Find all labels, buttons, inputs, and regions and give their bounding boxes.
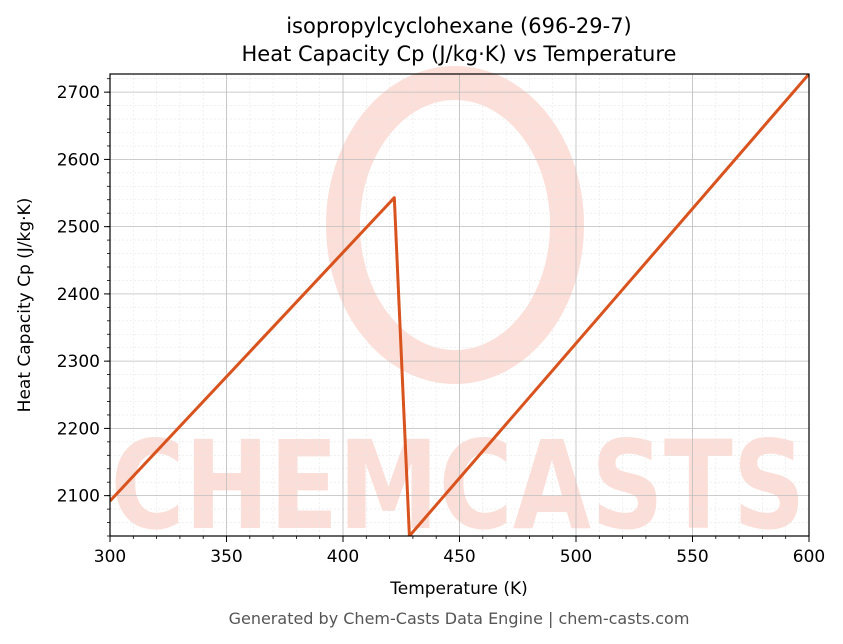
chemcasts-watermark: CHEMCASTS <box>111 66 806 557</box>
x-tick-label: 550 <box>676 547 708 567</box>
watermark-swirl <box>326 66 584 384</box>
x-tick-label: 450 <box>443 547 475 567</box>
series-line <box>110 74 809 536</box>
major-grid <box>110 74 809 536</box>
y-tick-label: 2600 <box>57 150 100 170</box>
y-axis-label: Heat Capacity Cp (J/kg·K) <box>15 198 35 413</box>
y-tick-label: 2300 <box>57 352 100 372</box>
y-tick-label: 2400 <box>57 285 100 305</box>
y-axis: 2100 2200 2300 2400 2500 2600 2700 <box>57 78 110 537</box>
x-tick-label: 600 <box>793 547 825 567</box>
x-tick-label: 400 <box>327 547 359 567</box>
x-tick-label: 300 <box>94 547 126 567</box>
chart-title-line2: Heat Capacity Cp (J/kg·K) vs Temperature <box>242 42 677 66</box>
y-tick-label: 2500 <box>57 218 100 238</box>
y-tick-label: 2700 <box>57 83 100 103</box>
x-tick-label: 500 <box>560 547 592 567</box>
footer-credit: Generated by Chem-Casts Data Engine | ch… <box>229 609 690 628</box>
chart-title-line1: isopropylcyclohexane (696-29-7) <box>286 14 632 38</box>
x-axis: 300 350 400 450 500 550 600 <box>94 536 825 567</box>
x-axis-label: Temperature (K) <box>389 579 528 599</box>
y-tick-label: 2100 <box>57 487 100 507</box>
y-tick-label: 2200 <box>57 419 100 439</box>
x-tick-label: 350 <box>210 547 242 567</box>
